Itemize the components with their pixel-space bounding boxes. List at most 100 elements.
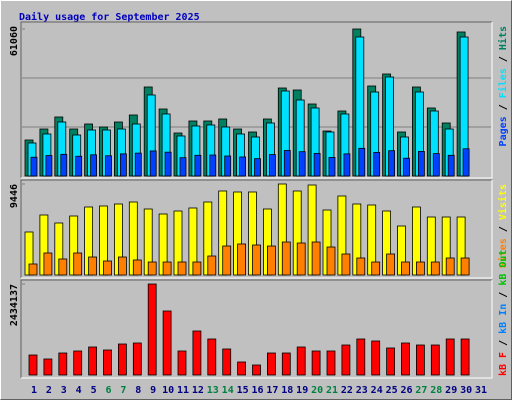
x-tick-label: 17 xyxy=(266,385,278,396)
x-tick-label: 16 xyxy=(251,385,263,396)
bar xyxy=(283,150,291,177)
bar xyxy=(266,245,276,276)
bar xyxy=(445,257,455,276)
bar xyxy=(73,252,83,276)
bar xyxy=(417,151,425,177)
bar xyxy=(164,151,172,177)
bar xyxy=(281,241,291,276)
bar xyxy=(460,338,470,376)
bar xyxy=(313,152,321,177)
x-tick-label: 7 xyxy=(120,385,126,396)
bar xyxy=(192,330,202,376)
legend-separator: / xyxy=(498,50,509,68)
legend-entry: Visits xyxy=(497,184,509,220)
legend-separator: / xyxy=(498,286,509,304)
bar xyxy=(296,346,306,376)
bar xyxy=(132,259,142,276)
x-tick-label: 9 xyxy=(150,385,156,396)
bar xyxy=(266,352,276,376)
x-tick-label: 30 xyxy=(460,385,472,396)
x-tick-label: 15 xyxy=(237,385,249,396)
bar xyxy=(194,154,202,177)
legend-entry: Sites xyxy=(497,238,509,268)
legend: Sites / Visits xyxy=(497,184,509,268)
bar xyxy=(326,350,336,376)
panel-shadow xyxy=(20,21,492,178)
bar xyxy=(177,350,187,376)
bar xyxy=(254,158,261,177)
x-tick-label: 24 xyxy=(371,385,383,396)
bar xyxy=(58,258,68,276)
bar xyxy=(388,150,396,177)
bar xyxy=(462,148,470,177)
legend: Pages / Files / Hits xyxy=(497,26,509,146)
bar xyxy=(43,252,53,276)
bar xyxy=(341,344,351,376)
bar xyxy=(207,255,217,276)
bar xyxy=(237,361,247,376)
bar xyxy=(147,261,157,276)
bar xyxy=(401,261,410,276)
panel-shadow xyxy=(20,279,492,378)
bar xyxy=(45,155,53,177)
bar xyxy=(371,340,381,376)
bar xyxy=(30,156,38,177)
legend-entry: Pages xyxy=(498,116,509,146)
bar xyxy=(103,349,112,376)
x-tick-label: 22 xyxy=(341,385,353,396)
bar xyxy=(237,243,247,276)
x-tick-label: 8 xyxy=(135,385,141,396)
x-tick-label: 28 xyxy=(430,385,442,396)
bar xyxy=(252,364,261,376)
legend-entry: Hits xyxy=(497,26,509,50)
bar xyxy=(430,261,440,276)
legend-entry: kB Out xyxy=(498,250,509,286)
bar xyxy=(430,344,440,376)
bar xyxy=(192,261,202,276)
bar xyxy=(445,338,455,376)
legend-separator: / xyxy=(498,334,509,352)
bar xyxy=(105,155,112,177)
bar xyxy=(88,346,97,376)
bar xyxy=(207,338,217,376)
x-tick-label: 26 xyxy=(400,385,412,396)
bar xyxy=(224,155,232,177)
bar xyxy=(73,350,83,376)
bar xyxy=(358,147,366,177)
bar xyxy=(356,338,366,376)
bar xyxy=(88,256,97,276)
legend-entry: kB F xyxy=(498,352,509,376)
x-tick-label: 3 xyxy=(61,385,67,396)
bar xyxy=(386,253,396,276)
bar xyxy=(356,257,366,276)
bar xyxy=(134,152,142,177)
x-tick-label: 18 xyxy=(281,385,293,396)
bar xyxy=(162,310,172,376)
bar xyxy=(118,343,127,376)
panel-shadow xyxy=(20,179,492,278)
y-tick-label: 9446 xyxy=(9,184,20,208)
bar xyxy=(28,263,38,276)
legend-separator: / xyxy=(498,98,509,116)
bar xyxy=(401,342,410,376)
x-tick-label: 4 xyxy=(76,385,82,396)
bar xyxy=(432,153,440,177)
x-tick-label: 10 xyxy=(162,385,174,396)
bar xyxy=(60,153,68,177)
x-tick-label: 23 xyxy=(356,385,368,396)
x-tick-label: 25 xyxy=(386,385,398,396)
bar xyxy=(415,261,425,276)
bar xyxy=(268,154,276,177)
x-tick-label: 5 xyxy=(91,385,97,396)
bar xyxy=(328,157,336,177)
x-tick-label: 2 xyxy=(46,385,52,396)
legend-entry: kB In xyxy=(498,304,509,334)
bar xyxy=(222,245,232,276)
legend-separator: / xyxy=(498,220,509,238)
x-tick-label: 6 xyxy=(105,385,111,396)
legend: kB F / kB In / kB Out xyxy=(498,250,509,376)
bar xyxy=(58,352,68,376)
x-tick-label: 19 xyxy=(296,385,308,396)
chart-title: Daily usage for September 2025 xyxy=(19,11,200,23)
bar xyxy=(371,261,381,276)
